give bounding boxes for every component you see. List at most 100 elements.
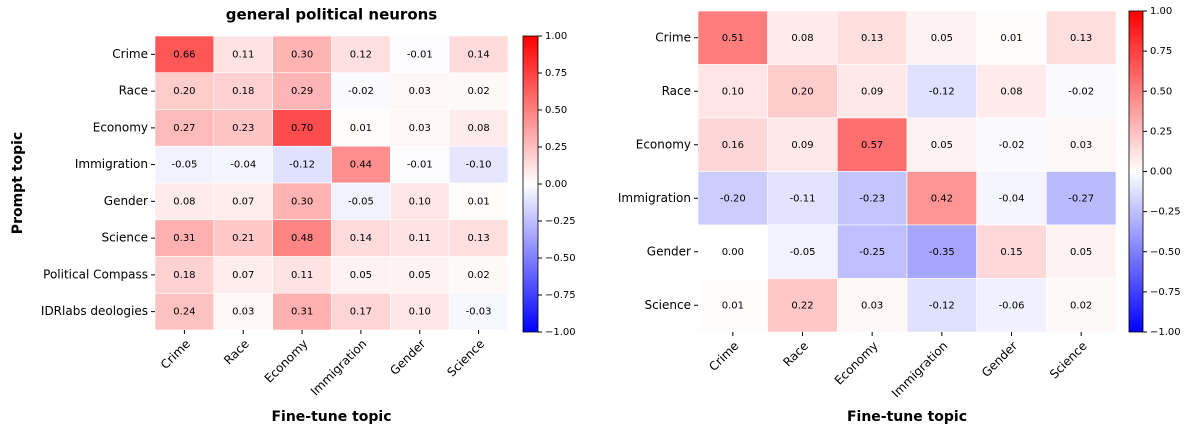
heatmap-cell: [154, 256, 215, 294]
cell-label: 0.70: [291, 123, 313, 134]
cell-label: 0.05: [931, 140, 953, 151]
cell-label: 0.13: [1070, 33, 1092, 44]
heatmap-cell: [697, 117, 768, 172]
cell-label: 0.15: [1000, 247, 1022, 258]
cell-label: 0.10: [409, 307, 431, 318]
heatmap-cell: [448, 109, 509, 147]
cell-label: -0.12: [929, 86, 955, 97]
cell-label: 0.20: [173, 86, 195, 97]
cell-label: 0.02: [467, 270, 489, 281]
cell-label: 0.03: [409, 123, 431, 134]
heatmap-cell: [213, 256, 273, 294]
cell-label: -0.20: [720, 193, 746, 204]
cell-label: 0.18: [173, 270, 195, 281]
heatmap-cell: [154, 292, 215, 331]
cell-label: 0.24: [173, 307, 195, 318]
heatmap-cell: [154, 219, 215, 257]
cell-label: -0.27: [1068, 193, 1094, 204]
heatmap-cell: [154, 109, 215, 147]
cell-label: -0.23: [859, 193, 885, 204]
column-label: Science: [1047, 339, 1090, 382]
heatmap-cell: [767, 171, 838, 226]
heatmap-cell: [272, 256, 332, 294]
column-label: Race: [221, 337, 252, 368]
cell-label: 0.00: [722, 247, 744, 258]
heatmap-cell: [976, 10, 1047, 65]
column-label: Science: [444, 337, 487, 380]
heatmap-cell: [154, 182, 215, 221]
cell-label: -0.12: [929, 300, 955, 311]
heatmap-cell: [767, 10, 838, 65]
heatmap-cell: [1046, 10, 1117, 65]
heatmap-cell: [390, 145, 450, 184]
heatmap-cell: [448, 219, 509, 257]
heatmap-cell: [272, 182, 332, 221]
row-label: Gender: [104, 194, 148, 208]
cell-label: -0.10: [466, 160, 492, 171]
cell-label: 0.14: [467, 49, 489, 60]
heatmap-cell: [390, 182, 450, 221]
heatmap-cell: [331, 256, 391, 294]
heatmap-cell: [213, 35, 273, 74]
row-label: Crime: [112, 47, 148, 61]
cell-label: -0.02: [999, 140, 1025, 151]
cell-label: 0.01: [722, 300, 744, 311]
heatmap-cell: [837, 10, 908, 65]
cell-label: 0.21: [232, 233, 254, 244]
heatmap-cell: [448, 182, 509, 221]
cell-label: 0.51: [722, 33, 744, 44]
cell-label: 0.01: [1000, 33, 1022, 44]
column-label: Gender: [387, 337, 428, 378]
cell-label: 0.08: [467, 123, 489, 134]
cell-label: -0.05: [171, 160, 197, 171]
heatmap-cell: [331, 292, 391, 331]
cell-label: 0.27: [173, 123, 195, 134]
cell-label: 0.02: [467, 86, 489, 97]
heatmap-cell: [331, 35, 391, 74]
heatmap-cell: [390, 35, 450, 74]
heatmap-cell: [448, 35, 509, 74]
colorbar-tick-label: 0.50: [545, 105, 567, 116]
row-label: Political Compass: [43, 267, 148, 281]
colorbar-tick-label: −1.00: [545, 327, 576, 338]
colorbar-tick-label: 0.75: [545, 68, 567, 79]
cell-label: 0.07: [232, 196, 254, 207]
cell-label: 0.22: [791, 300, 813, 311]
cell-label: 0.02: [1070, 300, 1092, 311]
cell-label: 0.13: [861, 33, 883, 44]
cell-label: -0.12: [289, 160, 315, 171]
cell-label: -0.04: [999, 193, 1025, 204]
heatmap-cell: [390, 219, 450, 257]
column-label: Gender: [979, 339, 1020, 380]
column-label: Economy: [832, 339, 881, 388]
cell-label: 0.23: [232, 123, 254, 134]
column-label: Race: [780, 339, 811, 370]
colorbar-tick-label: 0.00: [1150, 167, 1172, 178]
colorbar-tick-label: 0.00: [545, 179, 567, 190]
cell-label: 0.31: [173, 233, 195, 244]
heatmap-cell: [331, 109, 391, 147]
column-label: Economy: [262, 337, 311, 386]
cell-label: 0.17: [350, 307, 372, 318]
cell-label: -0.06: [999, 300, 1025, 311]
colorbar-tick-label: −0.25: [1150, 207, 1181, 218]
heatmap-cell: [837, 117, 908, 172]
heatmap-cell: [906, 278, 977, 333]
cell-label: 0.09: [791, 140, 813, 151]
cell-label: 0.31: [291, 307, 313, 318]
heatmap-cell: [154, 35, 215, 74]
cell-label: 0.18: [232, 86, 254, 97]
cell-label: 0.08: [1000, 86, 1022, 97]
heatmap-cell: [390, 109, 450, 147]
heatmap-cell: [837, 224, 908, 279]
row-label: Gender: [647, 244, 691, 258]
cell-label: 0.10: [409, 196, 431, 207]
cell-label: 0.30: [291, 196, 313, 207]
heatmap-cell: [331, 182, 391, 221]
column-label: Immigration: [889, 339, 951, 401]
heatmap-cell: [906, 10, 977, 65]
cell-label: 0.10: [722, 86, 744, 97]
heatmap-cell: [213, 72, 273, 110]
cell-label: 0.29: [291, 86, 313, 97]
